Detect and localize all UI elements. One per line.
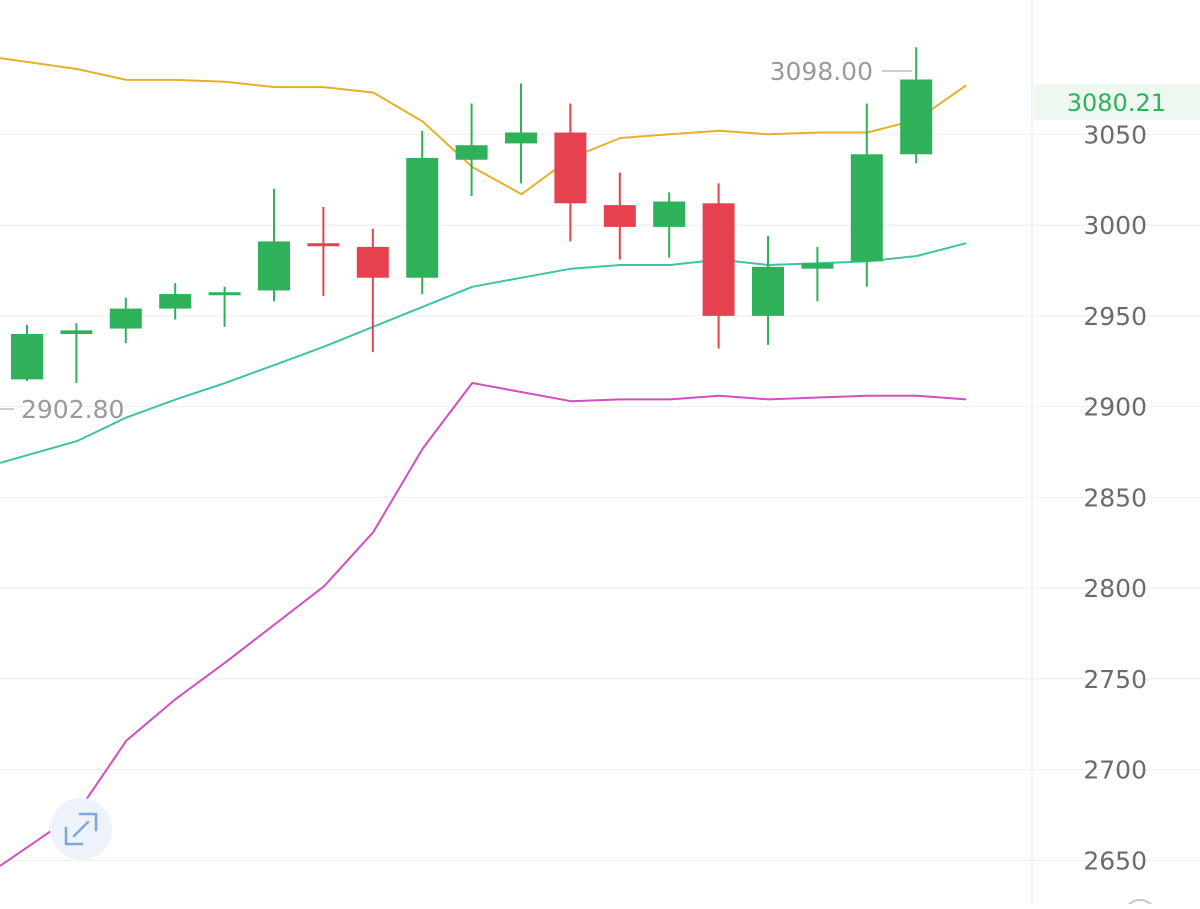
candle-body: [60, 330, 93, 335]
candle: [159, 283, 192, 320]
candle-body: [109, 308, 142, 329]
candle: [356, 228, 389, 353]
low-marker-label: 2902.80: [21, 395, 124, 424]
expand-arrows-icon: [64, 812, 98, 846]
y-tick-label: 3000: [1083, 211, 1147, 240]
axis-corner-icon: [1124, 899, 1156, 909]
candle: [455, 103, 488, 197]
candle-body: [850, 154, 883, 262]
high-marker-label: 3098.00: [770, 57, 873, 86]
candle: [554, 103, 587, 242]
candle-body: [455, 145, 488, 160]
y-tick-label: 2950: [1083, 302, 1147, 331]
candle: [801, 246, 834, 302]
candle: [258, 188, 290, 302]
candle: [603, 172, 636, 260]
y-tick-label: 2900: [1083, 393, 1147, 422]
y-tick-label: 2850: [1083, 483, 1147, 512]
candle-body: [653, 201, 686, 227]
expand-chart-button[interactable]: [50, 798, 112, 860]
bollinger-bands: [0, 57, 967, 867]
candles: [11, 47, 933, 384]
y-tick-label: 2750: [1083, 665, 1147, 694]
candle-body: [554, 132, 587, 204]
y-tick-label: 2700: [1083, 756, 1147, 785]
price-axis: 3050 3000 2950 2900 2850 2800 2750 2700 2650: [1083, 120, 1147, 875]
high-marker: 3098.00: [770, 57, 912, 86]
candle: [752, 235, 784, 345]
candle-body: [505, 132, 537, 144]
candle: [653, 192, 686, 258]
middle-band-line: [0, 242, 967, 464]
candle-body: [603, 205, 636, 227]
candle-body: [11, 334, 43, 380]
candle-body: [258, 241, 290, 291]
y-tick-label: 3050: [1083, 120, 1147, 149]
candle-body: [406, 157, 439, 278]
candle-body: [900, 79, 933, 155]
grid-lines: [0, 133, 1200, 861]
candle: [208, 286, 241, 327]
candle-body: [208, 292, 241, 296]
candle-body: [307, 243, 340, 247]
candle: [900, 47, 933, 164]
candle-body: [159, 294, 192, 309]
candle: [60, 323, 93, 384]
candle: [109, 297, 142, 344]
candle: [702, 183, 735, 349]
lower-band-line: [0, 382, 967, 867]
candle-body: [752, 266, 784, 316]
last-price-highlight: [1034, 84, 1200, 120]
candle: [11, 324, 43, 382]
candle: [850, 103, 883, 287]
candle-body: [702, 203, 735, 316]
y-tick-label: 2800: [1083, 574, 1147, 603]
candle: [406, 130, 439, 295]
candle-body: [356, 246, 389, 278]
y-tick-label: 2650: [1083, 846, 1147, 875]
low-marker: 2902.80: [0, 395, 124, 424]
candle: [505, 83, 537, 184]
candle-body: [801, 263, 834, 269]
last-price-label: 3080.21: [1067, 89, 1166, 117]
candle: [307, 206, 340, 296]
upper-band-line: [0, 57, 967, 196]
